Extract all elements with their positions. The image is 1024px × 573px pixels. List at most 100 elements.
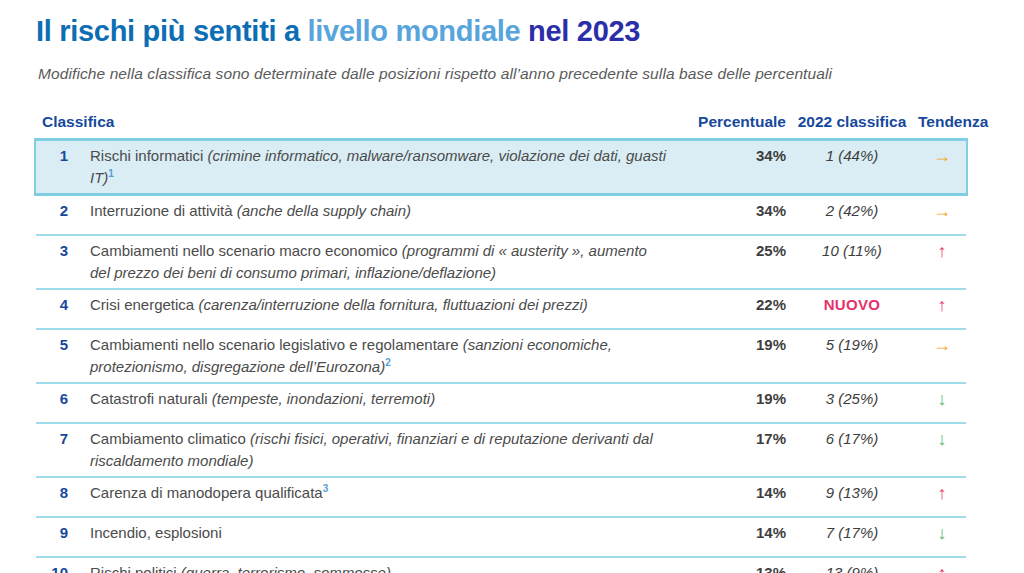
rank-number: 1 bbox=[36, 145, 82, 167]
risk-description: Catastrofi naturali (tempeste, inondazio… bbox=[82, 388, 682, 410]
risk-description: Cambiamento climatico (rischi fisici, op… bbox=[82, 428, 682, 472]
risk-name: Rischi informatici bbox=[90, 147, 203, 164]
prev-year-rank: 9 (13%) bbox=[786, 482, 918, 504]
risk-description: Crisi energetica (carenza/interruzione d… bbox=[82, 294, 682, 316]
down-arrow-icon: ↓ bbox=[938, 428, 947, 450]
trend-cell: → bbox=[918, 334, 966, 357]
prev-year-rank: 13 (9%) bbox=[786, 562, 918, 573]
right-arrow-icon: → bbox=[933, 334, 951, 356]
footnote-marker: 1 bbox=[108, 168, 114, 179]
percentage-value: 25% bbox=[682, 240, 786, 262]
down-arrow-icon: ↓ bbox=[938, 388, 947, 410]
column-header-percentuale: Percentuale bbox=[682, 113, 786, 131]
trend-cell: → bbox=[918, 200, 966, 223]
up-arrow-icon: ↑ bbox=[938, 294, 947, 316]
table-row: 7 Cambiamento climatico (rischi fisici, … bbox=[36, 424, 966, 478]
table-row: 3 Cambiamenti nello scenario macro econo… bbox=[36, 236, 966, 290]
rank-number: 6 bbox=[36, 388, 82, 410]
percentage-value: 17% bbox=[682, 428, 786, 450]
title-segment-year: nel 2023 bbox=[520, 15, 640, 47]
table-header-row: Classifica Percentuale 2022 classifica T… bbox=[36, 113, 966, 138]
risk-name: Cambiamenti nello scenario legislativo e… bbox=[90, 336, 459, 353]
rank-number: 2 bbox=[36, 200, 82, 222]
table-row: 2 Interruzione di attività (anche della … bbox=[36, 196, 966, 236]
risk-detail: (anche della supply chain) bbox=[233, 202, 411, 219]
title-segment-main: Il rischi più sentiti a bbox=[36, 15, 308, 47]
page-title: Il rischi più sentiti a livello mondiale… bbox=[36, 14, 1008, 49]
trend-cell: ↓ bbox=[918, 428, 966, 451]
prev-year-rank: 2 (42%) bbox=[786, 200, 918, 222]
rank-number: 4 bbox=[36, 294, 82, 316]
trend-cell: ↑ bbox=[918, 294, 966, 317]
trend-cell: ↓ bbox=[918, 388, 966, 411]
trend-cell: ↑ bbox=[918, 240, 966, 263]
up-arrow-icon: ↑ bbox=[938, 562, 947, 573]
table-row: 10 Rischi politici (guerra, terrorismo, … bbox=[36, 558, 966, 573]
prev-year-rank: NUOVO bbox=[786, 294, 918, 316]
title-segment-highlight: livello mondiale bbox=[308, 15, 521, 47]
risk-name: Carenza di manodopera qualificata bbox=[90, 484, 323, 501]
trend-cell: → bbox=[918, 145, 966, 168]
risk-detail: (tempeste, inondazioni, terremoti) bbox=[208, 390, 436, 407]
trend-cell: ↑ bbox=[918, 562, 966, 573]
table-row: 6 Catastrofi naturali (tempeste, inondaz… bbox=[36, 384, 966, 424]
prev-year-rank: 5 (19%) bbox=[786, 334, 918, 356]
percentage-value: 19% bbox=[682, 388, 786, 410]
table-row: 5 Cambiamenti nello scenario legislativo… bbox=[36, 330, 966, 384]
risk-name: Incendio, esplosioni bbox=[90, 524, 222, 541]
column-header-classifica: Classifica bbox=[36, 113, 682, 131]
risk-name: Interruzione di attività bbox=[90, 202, 233, 219]
percentage-value: 13% bbox=[682, 562, 786, 573]
risk-name: Crisi energetica bbox=[90, 296, 194, 313]
rank-number: 5 bbox=[36, 334, 82, 356]
table-row: 9 Incendio, esplosioni 14% 7 (17%) ↓ bbox=[36, 518, 966, 558]
right-arrow-icon: → bbox=[933, 200, 951, 222]
risk-detail: (carenza/interruzione della fornitura, f… bbox=[194, 296, 588, 313]
percentage-value: 34% bbox=[682, 145, 786, 167]
table-row: 4 Crisi energetica (carenza/interruzione… bbox=[36, 290, 966, 330]
page: Il rischi più sentiti a livello mondiale… bbox=[0, 0, 1024, 573]
column-header-tendenza: Tendenza bbox=[918, 113, 966, 131]
percentage-value: 34% bbox=[682, 200, 786, 222]
prev-year-rank: 1 (44%) bbox=[786, 145, 918, 167]
footnote-marker: 2 bbox=[385, 357, 391, 368]
risk-description: Carenza di manodopera qualificata3 bbox=[82, 482, 682, 504]
risk-description: Cambiamenti nello scenario macro economi… bbox=[82, 240, 682, 284]
risk-name: Catastrofi naturali bbox=[90, 390, 208, 407]
subtitle: Modifiche nella classifica sono determin… bbox=[38, 65, 1008, 83]
up-arrow-icon: ↑ bbox=[938, 482, 947, 504]
percentage-value: 14% bbox=[682, 522, 786, 544]
prev-year-rank: 6 (17%) bbox=[786, 428, 918, 450]
prev-year-rank: 10 (11%) bbox=[786, 240, 918, 262]
risk-name: Rischi politici bbox=[90, 564, 177, 573]
prev-year-rank: 3 (25%) bbox=[786, 388, 918, 410]
percentage-value: 22% bbox=[682, 294, 786, 316]
right-arrow-icon: → bbox=[933, 145, 951, 167]
percentage-value: 19% bbox=[682, 334, 786, 356]
risk-ranking-table: Classifica Percentuale 2022 classifica T… bbox=[36, 113, 966, 573]
percentage-value: 14% bbox=[682, 482, 786, 504]
risk-description: Incendio, esplosioni bbox=[82, 522, 682, 544]
risk-description: Rischi informatici (crimine informatico,… bbox=[82, 145, 682, 189]
prev-year-rank: 7 (17%) bbox=[786, 522, 918, 544]
down-arrow-icon: ↓ bbox=[938, 522, 947, 544]
risk-name: Cambiamenti nello scenario macro economi… bbox=[90, 242, 398, 259]
column-header-2022-classifica: 2022 classifica bbox=[786, 113, 918, 131]
table-body: 1 Rischi informatici (crimine informatic… bbox=[36, 138, 966, 573]
footnote-marker: 3 bbox=[323, 483, 329, 494]
trend-cell: ↑ bbox=[918, 482, 966, 505]
table-row: 8 Carenza di manodopera qualificata3 14%… bbox=[36, 478, 966, 518]
rank-number: 8 bbox=[36, 482, 82, 504]
table-row: 1 Rischi informatici (crimine informatic… bbox=[34, 138, 968, 196]
trend-cell: ↓ bbox=[918, 522, 966, 545]
up-arrow-icon: ↑ bbox=[938, 240, 947, 262]
risk-name: Cambiamento climatico bbox=[90, 430, 246, 447]
risk-description: Rischi politici (guerra, terrorismo, som… bbox=[82, 562, 682, 573]
rank-number: 9 bbox=[36, 522, 82, 544]
rank-number: 3 bbox=[36, 240, 82, 262]
risk-description: Cambiamenti nello scenario legislativo e… bbox=[82, 334, 682, 378]
rank-number: 7 bbox=[36, 428, 82, 450]
risk-detail: (guerra, terrorismo, sommosse) bbox=[177, 564, 391, 573]
risk-description: Interruzione di attività (anche della su… bbox=[82, 200, 682, 222]
rank-number: 10 bbox=[36, 562, 82, 573]
